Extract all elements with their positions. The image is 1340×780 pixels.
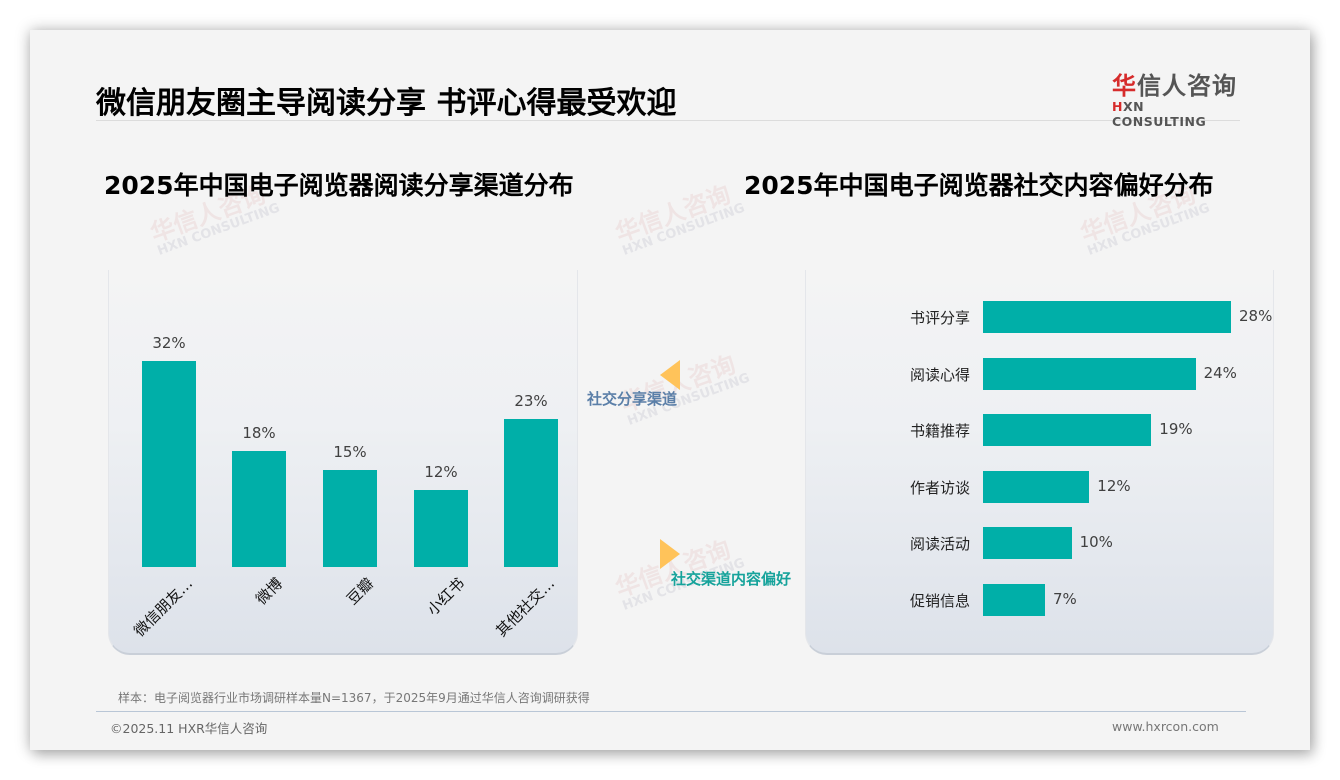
bar-value-label: 12% (1097, 476, 1131, 495)
logo-english: HXN CONSULTING (1112, 99, 1242, 129)
slide: 微信朋友圈主导阅读分享 书评心得最受欢迎 华信人咨询 HXN CONSULTIN… (30, 30, 1310, 750)
category-label: 微信朋友… (130, 574, 197, 641)
bar (983, 527, 1072, 559)
company-logo: 华信人咨询 HXN CONSULTING (1112, 66, 1242, 129)
logo-en-mark: H (1112, 99, 1123, 114)
right-chart-title: 2025年中国电子阅览器社交内容偏好分布 (744, 171, 1214, 200)
logo-chinese: 华信人咨询 (1112, 66, 1242, 101)
title-divider (96, 120, 1240, 121)
bar-value-label: 24% (1203, 363, 1237, 382)
category-label: 小红书 (423, 574, 469, 619)
connector-label-content-preference: 社交渠道内容偏好 (671, 570, 792, 588)
bar (504, 418, 558, 567)
bar (983, 301, 1231, 333)
bar-value-label: 10% (1079, 533, 1113, 551)
connector-label-sharing-channels: 社交分享渠道 (587, 390, 678, 408)
category-label: 促销信息 (909, 591, 970, 610)
bar-row: 阅读活动 10% (806, 527, 1275, 559)
bar (232, 451, 286, 567)
copyright: ©2025.11 HXR华信人咨询 (110, 721, 268, 736)
category-label: 阅读活动 (909, 535, 970, 553)
category-label: 阅读心得 (909, 365, 970, 384)
bar-value-label: 28% (1239, 307, 1273, 325)
category-label: 其他社交… (492, 574, 559, 641)
arrow-left-icon (660, 360, 680, 390)
logo-name: 信人咨询 (1137, 72, 1237, 100)
bar-row: 促销信息 7% (806, 583, 1275, 616)
bar-value-label: 23% (514, 391, 548, 410)
left-chart-title: 2025年中国电子阅览器阅读分享渠道分布 (104, 171, 574, 200)
watermark-en: HXN CONSULTING (155, 200, 282, 259)
sharing-channel-chart: 32% 微信朋友… 18% 微博 15% 豆瓣 12% 小红书 23% 其他社交… (108, 270, 578, 655)
watermark-cn: 华信人咨询 (611, 180, 735, 248)
bar-row: 书评分享 28% (806, 301, 1275, 333)
vertical-bar-plot: 32% 微信朋友… 18% 微博 15% 豆瓣 12% 小红书 23% 其他社交… (109, 270, 579, 640)
logo-en-name: XN CONSULTING (1112, 99, 1207, 129)
category-label: 豆瓣 (343, 574, 378, 609)
arrow-right-icon (660, 539, 680, 569)
bar-value-label: 18% (242, 424, 276, 443)
footer-divider (96, 711, 1246, 712)
bar (983, 357, 1196, 390)
category-label: 书籍推荐 (909, 422, 970, 440)
source-note: 样本：电子阅览器行业市场调研样本量N=1367，于2025年9月通过华信人咨询调… (118, 691, 590, 705)
bar-row: 阅读心得 24% (806, 357, 1275, 390)
website-link[interactable]: www.hxrcon.com (1112, 719, 1219, 734)
bar (983, 583, 1045, 616)
bar-row: 作者访谈 12% (806, 470, 1275, 503)
category-label: 书评分享 (909, 309, 970, 327)
watermark-en: HXN CONSULTING (620, 200, 747, 259)
watermark-en: HXN CONSULTING (1085, 200, 1212, 259)
bar-value-label: 15% (333, 443, 367, 462)
bar (983, 470, 1090, 503)
bar-value-label: 19% (1159, 420, 1193, 438)
content-preference-chart: 书评分享 28% 阅读心得 24% 书籍推荐 19% 作者访谈 12% 阅读活动 10% 促销信息 7… (805, 270, 1274, 655)
page-title: 微信朋友圈主导阅读分享 书评心得最受欢迎 (96, 86, 677, 121)
bar-value-label: 12% (424, 462, 458, 481)
bar (414, 489, 468, 567)
bar-row: 书籍推荐 19% (806, 414, 1275, 446)
bar (983, 414, 1152, 446)
category-label: 微博 (252, 574, 287, 609)
bar-value-label: 7% (1053, 589, 1077, 608)
bar (142, 361, 196, 567)
logo-mark: 华 (1112, 72, 1137, 100)
bar-value-label: 32% (152, 334, 186, 352)
bar (323, 470, 377, 567)
category-label: 作者访谈 (909, 478, 970, 497)
